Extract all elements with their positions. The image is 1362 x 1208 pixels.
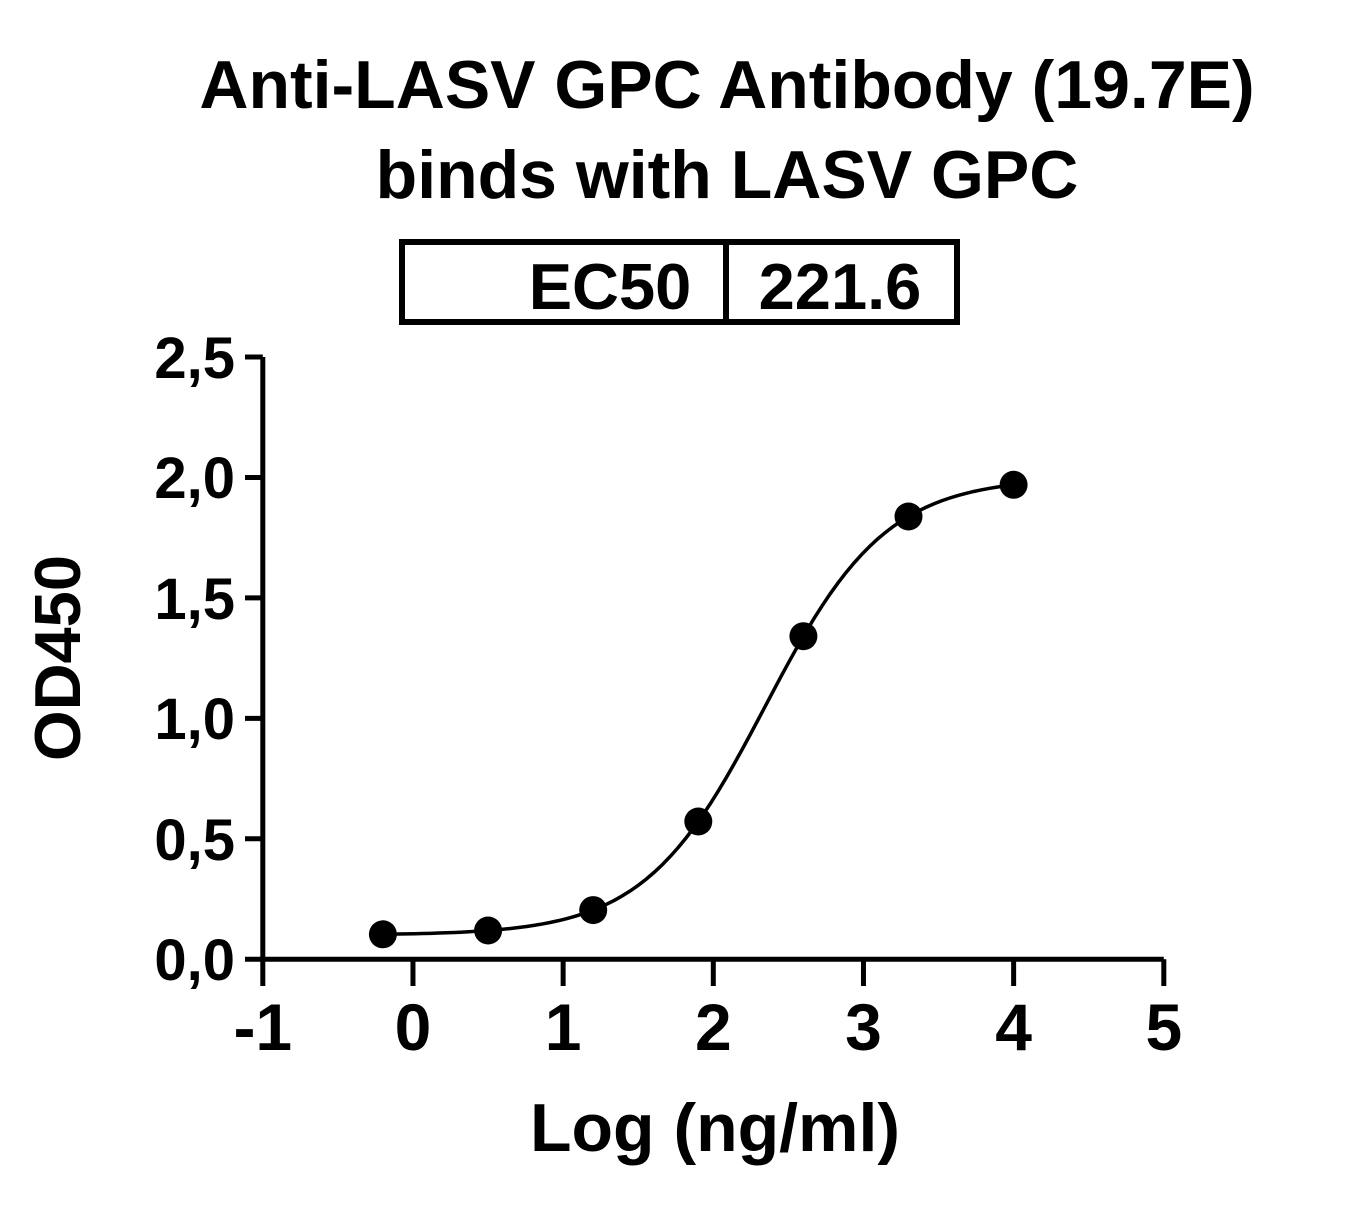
svg-text:OD450: OD450 xyxy=(21,555,94,761)
svg-text:0,5: 0,5 xyxy=(154,808,235,873)
svg-text:0,0: 0,0 xyxy=(154,928,235,993)
svg-text:binds with LASV GPC: binds with LASV GPC xyxy=(376,137,1079,213)
svg-text:221.6: 221.6 xyxy=(759,250,922,323)
svg-text:0: 0 xyxy=(395,990,432,1064)
svg-text:Anti-LASV GPC Antibody (19.7E): Anti-LASV GPC Antibody (19.7E) xyxy=(199,47,1254,123)
svg-text:5: 5 xyxy=(1145,990,1182,1064)
svg-text:3: 3 xyxy=(845,990,882,1064)
svg-text:4: 4 xyxy=(995,990,1032,1064)
svg-text:1: 1 xyxy=(545,990,582,1064)
svg-text:2,0: 2,0 xyxy=(154,446,235,511)
svg-text:-1: -1 xyxy=(233,990,292,1064)
svg-text:EC50: EC50 xyxy=(529,250,692,323)
svg-text:2: 2 xyxy=(695,990,732,1064)
svg-text:1,5: 1,5 xyxy=(154,567,235,632)
svg-text:Log (ng/ml): Log (ng/ml) xyxy=(530,1090,900,1166)
svg-text:1,0: 1,0 xyxy=(154,687,235,752)
svg-text:2,5: 2,5 xyxy=(154,326,235,391)
